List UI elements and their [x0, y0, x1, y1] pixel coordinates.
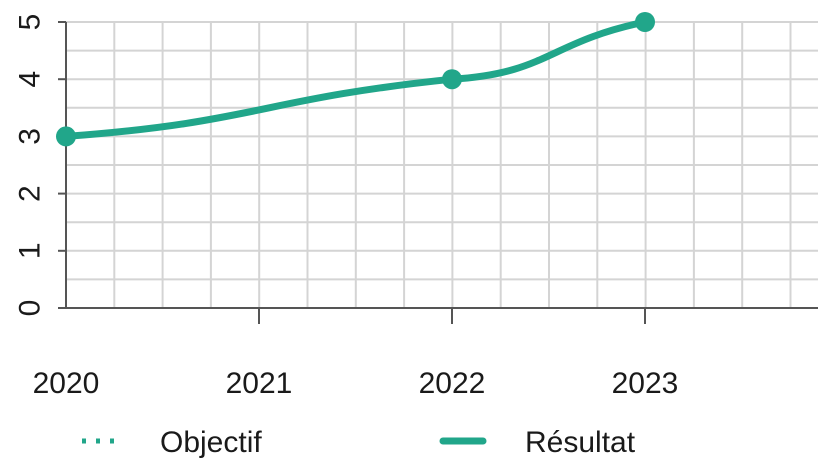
legend-label: Résultat — [525, 426, 636, 459]
series-line-résultat — [62, 18, 649, 140]
x-tick-label: 2021 — [226, 367, 293, 400]
data-point — [442, 69, 462, 90]
chart-axes — [58, 21, 818, 324]
x-tick-label: 2022 — [419, 367, 486, 400]
series-layer — [56, 12, 655, 147]
x-tick-label: 2023 — [612, 367, 679, 400]
data-point — [56, 126, 76, 147]
chart-legend: Objectif Résultat — [82, 426, 636, 459]
y-tick-label: 4 — [14, 71, 47, 88]
y-tick-label: 3 — [14, 128, 47, 145]
chart-grid — [66, 21, 818, 309]
legend-label: Objectif — [160, 426, 262, 459]
y-tick-label: 1 — [14, 242, 47, 259]
y-tick-label: 5 — [14, 14, 47, 31]
x-tick-label: 2020 — [33, 367, 100, 400]
data-point — [635, 12, 655, 32]
y-tick-label: 2 — [14, 185, 47, 202]
y-tick-label: 0 — [14, 300, 47, 317]
tick-labels: 0 1 2 3 4 5 2020 2021 2022 2023 — [14, 14, 679, 400]
